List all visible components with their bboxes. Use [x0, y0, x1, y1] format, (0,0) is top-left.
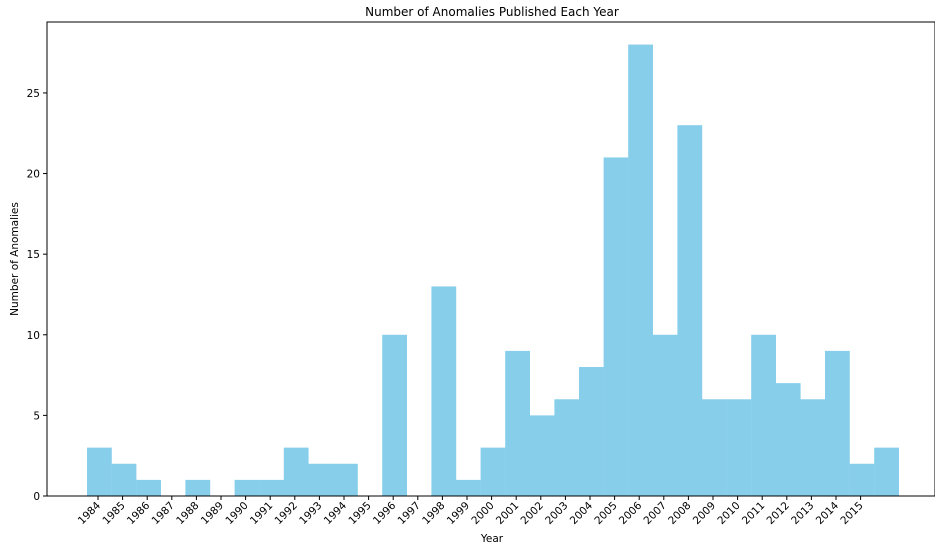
x-tick-label: 2011: [740, 500, 767, 527]
x-tick-label: 2010: [715, 500, 742, 527]
y-tick-label: 10: [27, 330, 40, 342]
bar: [431, 286, 457, 496]
bar: [259, 479, 284, 496]
x-tick-label: 1994: [322, 499, 350, 527]
x-tick-label: 1990: [223, 500, 250, 527]
x-tick-label: 2002: [519, 500, 546, 527]
x-tick-label: 1999: [445, 500, 472, 527]
bar: [751, 334, 776, 496]
x-tick-label: 1989: [199, 500, 226, 527]
chart-title: Number of Anomalies Published Each Year: [365, 5, 619, 19]
bar: [480, 447, 506, 496]
x-tick-label: 1995: [346, 500, 373, 527]
x-tick-label: 2012: [765, 500, 792, 527]
x-tick-label: 2005: [592, 500, 619, 527]
x-tick-label: 2014: [814, 499, 842, 527]
x-axis: 1984198519861987198819891990199119921993…: [76, 496, 866, 527]
x-tick-label: 1985: [100, 500, 127, 527]
bar: [800, 399, 826, 496]
x-tick-label: 1987: [150, 500, 177, 527]
x-tick-label: 2003: [543, 500, 570, 527]
x-tick-label: 1991: [248, 500, 275, 527]
bar: [849, 463, 875, 496]
x-tick-label: 2001: [494, 500, 521, 527]
bar: [136, 479, 161, 496]
bar: [308, 463, 334, 496]
bars-group: [87, 44, 899, 497]
y-axis-label: Number of Anomalies: [9, 202, 21, 316]
x-tick-label: 1996: [371, 499, 399, 527]
bar: [382, 334, 407, 496]
x-tick-label: 2007: [642, 500, 669, 527]
bar: [529, 415, 555, 496]
bar: [874, 447, 899, 496]
y-tick-label: 0: [33, 491, 40, 503]
bar: [825, 350, 850, 496]
x-tick-label: 2000: [469, 500, 496, 527]
y-tick-label: 15: [27, 249, 40, 261]
x-tick-label: 1986: [125, 499, 153, 527]
x-tick-label: 1998: [420, 500, 447, 527]
x-tick-label: 1984: [76, 499, 104, 527]
bar: [677, 125, 703, 497]
bar: [775, 383, 801, 496]
bar: [111, 463, 137, 496]
plot-frame: [46, 21, 935, 497]
bar: [702, 399, 727, 496]
y-tick-label: 20: [27, 169, 40, 181]
bar: [652, 334, 678, 496]
bar: [579, 367, 604, 496]
y-tick-label: 25: [27, 88, 40, 100]
x-tick-label: 2008: [666, 500, 693, 527]
bar: [234, 479, 260, 496]
x-tick-label: 2015: [838, 500, 865, 527]
x-axis-label: Year: [480, 533, 504, 545]
x-tick-label: 2009: [691, 500, 718, 527]
x-tick-label: 2006: [617, 499, 645, 527]
bar: [603, 157, 629, 496]
x-tick-label: 1988: [174, 500, 201, 527]
x-tick-label: 1993: [297, 500, 324, 527]
y-axis: 0 5 10 15 20 25: [27, 88, 47, 503]
bar: [505, 350, 530, 496]
x-tick-label: 1997: [396, 500, 423, 527]
bar: [554, 399, 580, 496]
x-tick-label: 1992: [273, 500, 300, 527]
x-tick-label: 2004: [568, 499, 596, 527]
bar: [456, 479, 481, 496]
bar: [628, 44, 653, 496]
y-tick-label: 5: [33, 410, 40, 422]
bar: [185, 479, 211, 496]
x-tick-label: 2013: [789, 500, 816, 527]
bar: [726, 399, 752, 496]
bar: [333, 463, 358, 496]
bar: [283, 447, 309, 496]
bar: [87, 447, 112, 496]
